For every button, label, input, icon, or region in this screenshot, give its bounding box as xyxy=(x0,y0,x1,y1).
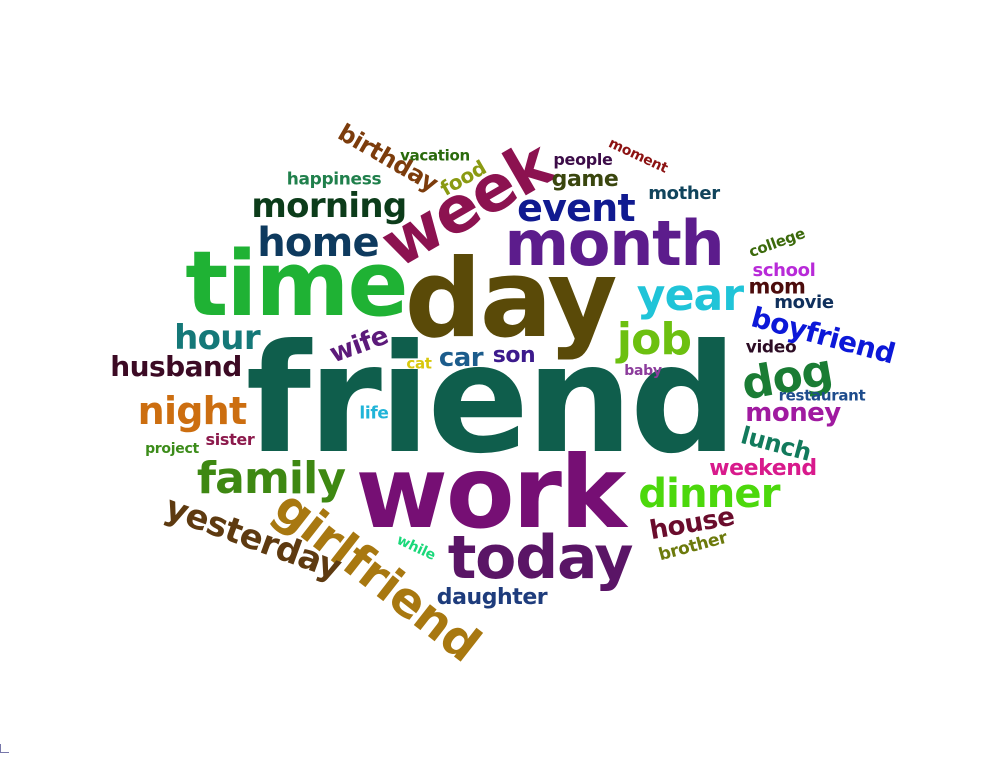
word-project: project xyxy=(145,441,199,457)
word-friend: friend xyxy=(245,313,738,487)
word-family: family xyxy=(196,453,346,504)
word-month: month xyxy=(504,207,725,280)
word-vacation: vacation xyxy=(400,146,470,165)
word-day: day xyxy=(404,237,618,362)
word-work: work xyxy=(355,434,627,551)
word-time: time xyxy=(185,232,408,337)
word-money: money xyxy=(745,398,841,428)
word-life: life xyxy=(359,403,389,424)
word-dinner: dinner xyxy=(638,471,780,517)
word-year: year xyxy=(636,270,744,321)
word-movie: movie xyxy=(774,292,834,313)
word-daughter: daughter xyxy=(436,585,548,610)
word-hour: hour xyxy=(174,318,261,358)
word-car: car xyxy=(438,343,484,373)
word-cat: cat xyxy=(406,354,432,373)
word-husband: husband xyxy=(110,350,242,383)
corner-mark xyxy=(0,744,9,753)
word-job: job xyxy=(616,314,692,365)
word-home: home xyxy=(257,220,379,266)
word-game: game xyxy=(551,167,619,192)
word-sister: sister xyxy=(205,430,255,449)
word-event: event xyxy=(517,186,635,230)
word-restaurant: restaurant xyxy=(778,386,866,405)
word-mom: mom xyxy=(748,274,806,299)
word-morning: morning xyxy=(251,186,407,226)
word-son: son xyxy=(492,343,536,368)
word-mother: mother xyxy=(648,183,720,204)
word-night: night xyxy=(137,389,247,433)
word-college: college xyxy=(746,224,808,261)
word-baby: baby xyxy=(624,363,662,379)
word-video: video xyxy=(745,337,797,358)
word-people: people xyxy=(553,150,613,169)
word-weekend: weekend xyxy=(709,456,817,481)
word-school: school xyxy=(752,260,816,281)
word-happiness: happiness xyxy=(286,169,382,190)
word-today: today xyxy=(447,523,634,593)
